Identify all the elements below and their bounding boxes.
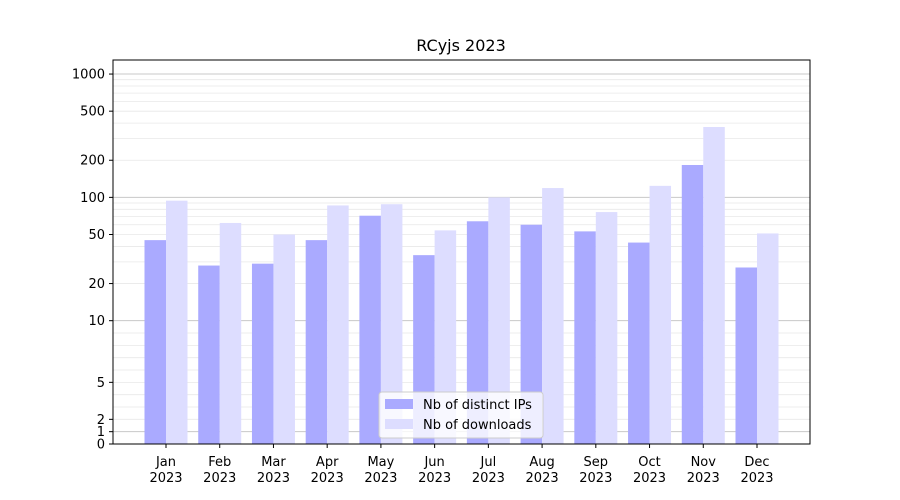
bar (757, 233, 779, 444)
x-tick-label: Jan 2023 (149, 455, 182, 486)
bar (628, 242, 650, 444)
y-tick-label: 0 (97, 438, 105, 453)
x-tick-label: May 2023 (364, 455, 397, 486)
x-tick-label: Jul 2023 (472, 455, 505, 486)
legend-label: Nb of distinct IPs (423, 398, 532, 413)
legend-box (378, 391, 544, 439)
bar (574, 231, 596, 444)
bar (359, 215, 381, 444)
x-tick-label: Aug 2023 (526, 455, 559, 486)
y-tick-label: 1000 (72, 68, 105, 83)
x-axis: Jan 2023 Feb 2023 Mar 2023 Apr 2023 May 2023 Jun 20… (149, 444, 774, 486)
bar (166, 200, 188, 444)
bar (434, 230, 457, 444)
bar (251, 263, 274, 444)
legend-swatch (385, 399, 413, 409)
y-axis: 012 5 10 20 50 100 200 500 1000 (72, 68, 113, 453)
bar (735, 267, 757, 444)
x-tick-label: Dec 2023 (740, 455, 773, 486)
y-tick-label: 500 (80, 105, 105, 120)
x-tick-label: Apr 2023 (311, 455, 344, 486)
chart-title: RCyjs 2023 (416, 36, 506, 55)
y-tick-label: 200 (80, 154, 105, 169)
bar (327, 205, 349, 444)
bar (681, 165, 704, 445)
bar (380, 204, 403, 444)
bar (542, 188, 564, 444)
x-tick-label: Mar 2023 (257, 455, 290, 486)
bar (219, 222, 242, 444)
y-tick-label: 10 (88, 314, 105, 329)
bar (273, 234, 295, 444)
y-tick-label: 5 (97, 376, 105, 391)
bar (198, 265, 220, 444)
legend-swatch (385, 419, 413, 429)
bar (649, 185, 672, 444)
x-tick-label: Feb 2023 (203, 455, 236, 486)
bar (595, 212, 618, 444)
legend: Nb of distinct IPs Nb of downloads (378, 391, 544, 439)
bar (466, 221, 489, 444)
y-tick-label: 50 (88, 228, 105, 243)
y-tick-label: 20 (88, 277, 105, 292)
plot-frame (112, 59, 811, 445)
y-tick-label: 2 (97, 413, 105, 428)
x-tick-label: Sep 2023 (579, 455, 612, 486)
bar (144, 240, 166, 444)
legend-label: Nb of downloads (423, 418, 532, 433)
y-tick-label: 100 (80, 191, 105, 206)
bar (520, 224, 543, 444)
bar (305, 240, 328, 444)
x-tick-label: Oct 2023 (633, 455, 666, 486)
bar (488, 197, 510, 444)
bar (703, 127, 725, 444)
x-tick-label: Nov 2023 (687, 455, 720, 486)
y-tick-label: 1 (97, 425, 105, 440)
x-tick-label: Jun 2023 (418, 455, 451, 486)
